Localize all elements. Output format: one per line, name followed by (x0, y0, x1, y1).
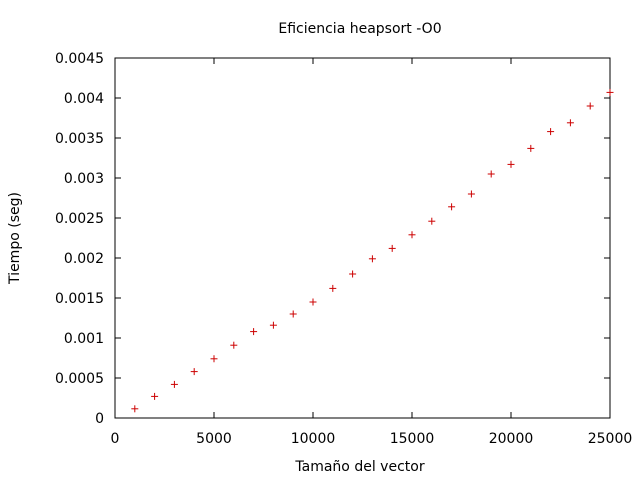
data-point (448, 203, 456, 211)
data-point (566, 119, 574, 127)
data-point (586, 102, 594, 110)
data-point (547, 128, 555, 136)
data-point (388, 244, 396, 252)
data-point (250, 328, 258, 336)
data-point (309, 298, 317, 306)
y-tick-label: 0.001 (64, 331, 104, 347)
x-axis: 0 5000 10000 15000 20000 25000 (111, 58, 633, 447)
y-axis-title: Tiempo (seg) (7, 192, 23, 285)
x-tick-label: 20000 (489, 431, 534, 447)
x-tick-label: 15000 (390, 431, 435, 447)
data-point (190, 368, 198, 376)
y-tick-label: 0.004 (64, 91, 104, 107)
data-point (131, 405, 139, 413)
data-point (507, 160, 515, 168)
y-tick-label: 0.0005 (55, 371, 104, 387)
x-axis-title: Tamaño del vector (294, 459, 424, 475)
x-tick-label: 25000 (588, 431, 633, 447)
y-tick-label: 0.0015 (55, 291, 104, 307)
y-axis: 0 0.0005 0.001 0.0015 0.002 0.0025 0.003 0.0035… (55, 51, 610, 427)
data-point (428, 217, 436, 225)
data-point (269, 321, 277, 329)
x-tick-label: 0 (111, 431, 120, 447)
data-point (170, 380, 178, 388)
y-tick-label: 0 (95, 411, 104, 427)
plot-frame (114, 57, 611, 419)
data-point (467, 190, 475, 198)
data-point (349, 270, 357, 278)
x-tick-label: 5000 (196, 431, 232, 447)
y-tick-label: 0.0045 (55, 51, 104, 67)
data-point (368, 255, 376, 263)
data-point (210, 355, 218, 363)
data-point (230, 341, 238, 349)
y-tick-label: 0.0035 (55, 131, 104, 147)
y-tick-label: 0.003 (64, 171, 104, 187)
chart-title: Eficiencia heapsort -O0 (278, 21, 441, 37)
data-series (131, 88, 614, 413)
data-point (289, 310, 297, 318)
data-point (527, 144, 535, 152)
data-point (487, 170, 495, 178)
y-tick-label: 0.002 (64, 251, 104, 267)
y-tick-label: 0.0025 (55, 211, 104, 227)
data-point (151, 392, 159, 400)
data-point (408, 231, 416, 239)
data-point (606, 88, 614, 96)
data-point (329, 284, 337, 292)
x-tick-label: 10000 (291, 431, 336, 447)
